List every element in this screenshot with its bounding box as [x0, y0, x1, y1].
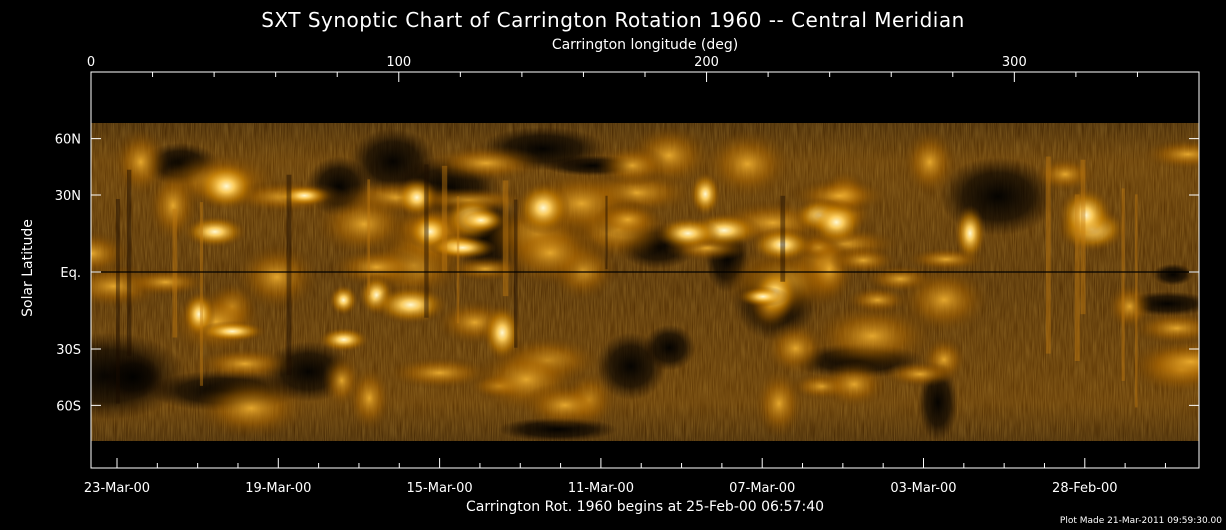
streak-artifact: [126, 169, 132, 357]
coronal-emission: [819, 360, 889, 408]
coronal-hole: [643, 324, 696, 371]
active-region: [328, 284, 359, 316]
coronal-emission: [902, 128, 958, 196]
streak-artifact: [172, 208, 178, 338]
axis-ticks: 60N 30N Eq. 30S 60S 0 100 200 300 23-Mar-00 19-Mar…: [55, 55, 1200, 496]
streak-artifact: [115, 199, 120, 404]
active-region: [198, 320, 267, 342]
coronal-hole: [103, 354, 163, 400]
coronal-emission: [121, 267, 210, 297]
active-region: [372, 285, 449, 325]
x-bottom-tick-label: 03-Mar-00: [890, 481, 956, 496]
x-bottom-tick-label: 07-Mar-00: [729, 481, 795, 496]
active-region: [515, 181, 572, 235]
streak-artifact: [502, 180, 509, 297]
coronal-emission: [883, 361, 957, 388]
x-top-tick-label: 300: [1002, 55, 1027, 70]
active-region: [655, 216, 721, 251]
coronal-emission: [593, 201, 662, 238]
x-bottom-tick-label: 15-Mar-00: [407, 481, 473, 496]
coronal-emission: [193, 377, 309, 440]
coronal-emission: [829, 246, 898, 275]
active-region: [455, 207, 507, 234]
active-region: [737, 286, 789, 307]
streak-artifact: [1121, 188, 1125, 381]
heatmap-image: [91, 123, 1199, 441]
active-region: [808, 198, 865, 246]
streak-artifact: [424, 164, 429, 318]
streak-artifact: [1045, 156, 1051, 354]
active-region: [954, 204, 986, 262]
x-bottom-tick-label: 23-Mar-00: [84, 481, 150, 496]
x-top-tick-label: 0: [87, 55, 95, 70]
coronal-emission: [519, 382, 611, 429]
coronal-emission: [1141, 138, 1199, 170]
x-top-tick-label: 100: [386, 55, 411, 70]
streak-artifact: [456, 196, 460, 324]
active-region: [689, 171, 722, 217]
coronal-emission: [427, 144, 545, 182]
streak-artifact: [199, 202, 203, 386]
y-tick-label: 60S: [56, 399, 81, 414]
coronal-emission: [329, 247, 424, 287]
active-region: [428, 236, 497, 260]
coronal-emission: [234, 242, 320, 312]
active-region: [1057, 186, 1114, 244]
coronal-hole: [1152, 263, 1194, 286]
y-tick-label: 30S: [56, 343, 81, 358]
streak-artifact: [286, 174, 292, 376]
active-region: [395, 177, 438, 218]
x-top-tick-label: 200: [694, 55, 719, 70]
active-region: [750, 226, 815, 263]
coronal-emission: [1034, 156, 1096, 192]
x-axis-top-label: Carrington longitude (deg): [551, 37, 739, 53]
coronal-emission: [753, 368, 805, 439]
coronal-emission: [1126, 337, 1199, 386]
coronal-emission: [1130, 311, 1199, 345]
x-bottom-tick-label: 11-Mar-00: [568, 481, 634, 496]
streak-artifact: [780, 195, 786, 282]
x-bottom-tick-label: 28-Feb-00: [1052, 481, 1117, 496]
coronal-emission: [194, 347, 296, 381]
y-tick-label: 60N: [55, 133, 81, 148]
plot-made-footer: Plot Made 21-Mar-2011 09:59:30.00: [1059, 516, 1222, 526]
coronal-emission: [347, 364, 392, 432]
coronal-emission: [91, 230, 132, 277]
x-axis-bottom-label: Carrington Rot. 1960 begins at 25-Feb-00…: [465, 499, 825, 515]
y-tick-label: 30N: [55, 189, 81, 204]
streak-artifact: [367, 179, 371, 296]
streak-artifact: [1080, 159, 1086, 315]
streak-artifact: [514, 199, 518, 348]
chart-title: SXT Synoptic Chart of Carrington Rotatio…: [261, 8, 965, 32]
active-region: [482, 303, 523, 362]
x-bottom-tick-label: 19-Mar-00: [245, 481, 311, 496]
coronal-emission: [385, 356, 494, 390]
coronal-emission: [702, 128, 793, 200]
streak-artifact: [605, 195, 608, 270]
streak-artifact: [1074, 194, 1080, 361]
coronal-emission: [166, 288, 266, 356]
active-region: [182, 215, 248, 248]
coronal-emission: [498, 220, 602, 286]
active-region: [277, 184, 332, 207]
coronal-emission: [112, 127, 169, 197]
y-tick-label: Eq.: [60, 266, 81, 281]
active-region: [195, 161, 258, 212]
active-region: [318, 327, 370, 353]
coronal-emission: [808, 302, 936, 370]
streak-artifact: [1135, 194, 1138, 408]
streak-artifact: [441, 165, 448, 273]
